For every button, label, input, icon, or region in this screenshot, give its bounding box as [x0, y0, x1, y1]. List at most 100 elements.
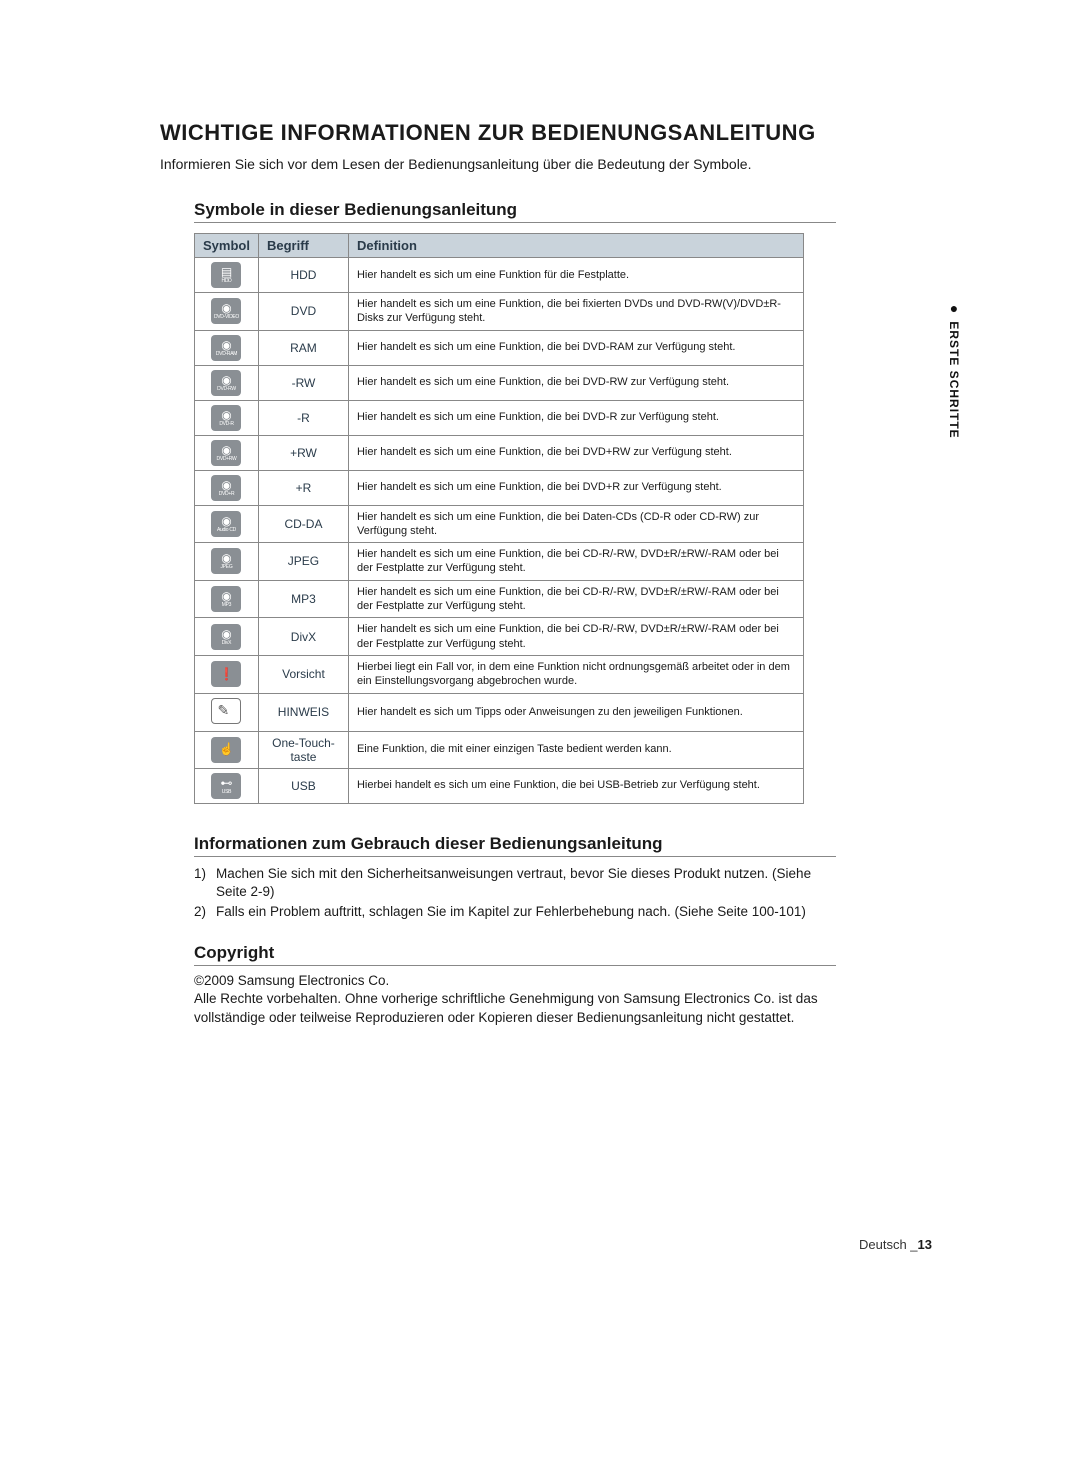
- disc-icon: ◉DVD+R: [211, 475, 241, 501]
- term-cell: RAM: [258, 330, 348, 365]
- definition-cell: Hierbei handelt es sich um eine Funktion…: [348, 768, 803, 803]
- table-row: ◉DVD-RW -RWHier handelt es sich um eine F…: [195, 365, 804, 400]
- icon-label: USB: [222, 790, 231, 795]
- table-row: ◉MP3MP3Hier handelt es sich um eine Funk…: [195, 580, 804, 618]
- disc-icon: ◉DVD-RW: [211, 370, 241, 396]
- disc-icon: ◉DVD-VIDEO: [211, 298, 241, 324]
- disc-icon: ◉DVD+RW: [211, 440, 241, 466]
- table-row: ▤HDDHDDHier handelt es sich um eine Funk…: [195, 258, 804, 293]
- symbols-table-wrap: Symbol Begriff Definition ▤HDDHDDHier ha…: [194, 233, 950, 804]
- icon-glyph: ◉: [221, 628, 231, 640]
- icon-label: DivX: [222, 641, 231, 646]
- usage-heading: Informationen zum Gebrauch dieser Bedien…: [194, 834, 836, 857]
- term-cell: +RW: [258, 435, 348, 470]
- icon-glyph: ◉: [221, 374, 231, 386]
- disc-icon: ◉DivX: [211, 624, 241, 650]
- table-row: ◉Audio CDCD-DAHier handelt es sich um ei…: [195, 505, 804, 543]
- symbol-cell: [195, 693, 259, 731]
- list-item-number: 2): [194, 903, 216, 921]
- symbol-cell: ❗: [195, 655, 259, 693]
- definition-cell: Hier handelt es sich um eine Funktion, d…: [348, 293, 803, 331]
- term-cell: CD-DA: [258, 505, 348, 543]
- symbol-cell: ▤HDD: [195, 258, 259, 293]
- term-cell: -R: [258, 400, 348, 435]
- symbol-cell: ◉DVD-RW: [195, 365, 259, 400]
- disc-icon: ◉DVD-R: [211, 405, 241, 431]
- copyright-line1: ©2009 Samsung Electronics Co.: [194, 972, 834, 990]
- usage-list: 1)Machen Sie sich mit den Sicherheitsanw…: [194, 865, 834, 922]
- list-item-text: Machen Sie sich mit den Sicherheitsanwei…: [216, 865, 834, 901]
- disc-icon: ◉JPEG: [211, 548, 241, 574]
- icon-glyph: ◉: [221, 515, 231, 527]
- symbols-heading: Symbole in dieser Bedienungsanleitung: [194, 200, 836, 223]
- term-cell: HINWEIS: [258, 693, 348, 731]
- disc-icon: ⊷USB: [211, 773, 241, 799]
- icon-label: DVD+RW: [217, 457, 237, 462]
- symbol-cell: ⊷USB: [195, 768, 259, 803]
- term-cell: -RW: [258, 365, 348, 400]
- definition-cell: Eine Funktion, die mit einer einzigen Ta…: [348, 731, 803, 768]
- table-row: HINWEISHier handelt es sich um Tipps ode…: [195, 693, 804, 731]
- term-cell: Vorsicht: [258, 655, 348, 693]
- list-item: 2)Falls ein Problem auftritt, schlagen S…: [194, 903, 834, 921]
- footer-page-number: 13: [918, 1237, 932, 1252]
- disc-icon: ◉MP3: [211, 586, 241, 612]
- th-term: Begriff: [258, 234, 348, 258]
- table-row: ◉JPEG JPEGHier handelt es sich um eine Fu…: [195, 543, 804, 581]
- table-row: ☝One-Touch-tasteEine Funktion, die mit e…: [195, 731, 804, 768]
- definition-cell: Hier handelt es sich um eine Funktion, d…: [348, 435, 803, 470]
- definition-cell: Hier handelt es sich um eine Funktion, d…: [348, 365, 803, 400]
- side-tab-bullet: ●: [946, 300, 962, 317]
- term-cell: One-Touch-taste: [258, 731, 348, 768]
- definition-cell: Hier handelt es sich um eine Funktion, d…: [348, 580, 803, 618]
- icon-label: Audio CD: [217, 528, 236, 533]
- symbol-cell: ◉Audio CD: [195, 505, 259, 543]
- copyright-heading: Copyright: [194, 943, 836, 966]
- icon-label: DVD+R: [219, 492, 235, 497]
- icon-glyph: ◉: [221, 552, 231, 564]
- page-footer: Deutsch _13: [859, 1237, 932, 1252]
- icon-label: MP3: [222, 603, 231, 608]
- definition-cell: Hier handelt es sich um eine Funktion, d…: [348, 400, 803, 435]
- icon-glyph: ◉: [221, 339, 231, 351]
- symbol-cell: ☝: [195, 731, 259, 768]
- definition-cell: Hierbei liegt ein Fall vor, in dem eine …: [348, 655, 803, 693]
- table-row: ◉DVD-R -RHier handelt es sich um eine Fun…: [195, 400, 804, 435]
- definition-cell: Hier handelt es sich um eine Funktion, d…: [348, 618, 803, 656]
- term-cell: JPEG: [258, 543, 348, 581]
- icon-glyph: ◉: [221, 590, 231, 602]
- definition-cell: Hier handelt es sich um eine Funktion fü…: [348, 258, 803, 293]
- term-cell: MP3: [258, 580, 348, 618]
- note-icon: [211, 698, 241, 724]
- term-cell: +R: [258, 470, 348, 505]
- definition-cell: Hier handelt es sich um eine Funktion, d…: [348, 543, 803, 581]
- disc-icon: ❗: [211, 661, 241, 687]
- intro-text: Informieren Sie sich vor dem Lesen der B…: [160, 156, 950, 172]
- table-row: ❗ VorsichtHierbei liegt ein Fall vor, in …: [195, 655, 804, 693]
- copyright-line2: Alle Rechte vorbehalten. Ohne vorherige …: [194, 990, 834, 1026]
- footer-language: Deutsch _: [859, 1237, 918, 1252]
- symbol-cell: ◉DivX: [195, 618, 259, 656]
- icon-glyph: ❗: [219, 668, 234, 680]
- side-tab-text: ERSTE SCHRITTE: [947, 321, 961, 438]
- symbol-cell: ◉DVD-VIDEO: [195, 293, 259, 331]
- th-symbol: Symbol: [195, 234, 259, 258]
- symbol-cell: ◉JPEG: [195, 543, 259, 581]
- table-row: ◉DivXDivX Hier handelt es sich um eine Fu…: [195, 618, 804, 656]
- disc-icon: ▤HDD: [211, 262, 241, 288]
- table-row: ◉DVD+RW +RWHier handelt es sich um eine F…: [195, 435, 804, 470]
- th-definition: Definition: [348, 234, 803, 258]
- manual-page: ● ERSTE SCHRITTE WICHTIGE INFORMATIONEN …: [0, 0, 1080, 1472]
- list-item-text: Falls ein Problem auftritt, schlagen Sie…: [216, 903, 806, 921]
- table-row: ⊷USBUSB Hierbei handelt es sich um eine F…: [195, 768, 804, 803]
- icon-label: DVD-VIDEO: [214, 315, 239, 320]
- icon-glyph: ◉: [221, 409, 231, 421]
- icon-label: DVD-R: [219, 422, 233, 427]
- symbol-cell: ◉MP3: [195, 580, 259, 618]
- icon-label: DVD-RW: [217, 387, 236, 392]
- main-heading: WICHTIGE INFORMATIONEN ZUR BEDIENUNGSANL…: [160, 120, 950, 146]
- symbol-cell: ◉DVD+RW: [195, 435, 259, 470]
- table-row: ◉DVD-RAMRAMHier handelt es sich um eine …: [195, 330, 804, 365]
- table-row: ◉DVD-VIDEODVDHier handelt es sich um ein…: [195, 293, 804, 331]
- disc-icon: ◉Audio CD: [211, 511, 241, 537]
